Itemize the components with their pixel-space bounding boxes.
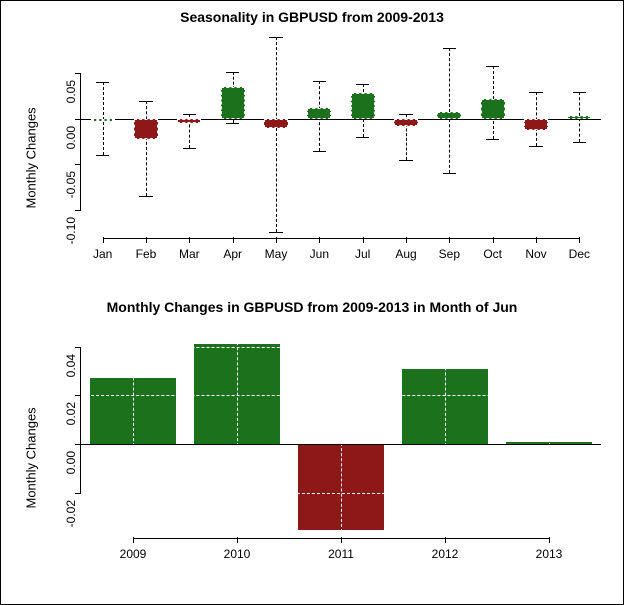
seasonality-box: [524, 119, 548, 130]
top-xtick-label: Apr: [215, 247, 251, 261]
top-chart-title: Seasonality in GBPUSD from 2009-2013: [1, 1, 623, 25]
top-xtick-label: May: [258, 247, 294, 261]
seasonality-box: [221, 87, 245, 119]
seasonality-box: [394, 119, 418, 126]
seasonality-box: [177, 119, 201, 124]
seasonality-box: [437, 112, 461, 119]
monthly-chart-panel: Monthly Changes in GBPUSD from 2009-2013…: [1, 291, 623, 601]
bottom-xtick-label: 2010: [215, 547, 259, 561]
bottom-xtick-label: 2012: [423, 547, 467, 561]
top-ytick-label: -0.05: [64, 171, 78, 209]
seasonality-box: [307, 108, 331, 119]
figure-container: Seasonality in GBPUSD from 2009-2013 Mon…: [0, 0, 624, 605]
bottom-plot-area: [81, 327, 601, 537]
top-xtick-label: Jul: [345, 247, 381, 261]
bottom-y-axis-label: Monthly Changes: [24, 389, 39, 509]
top-plot-area: [81, 37, 601, 237]
top-xtick-label: Nov: [518, 247, 554, 261]
seasonality-box: [351, 93, 375, 118]
bottom-ytick-label: 0.04: [64, 354, 78, 392]
seasonality-box: [567, 116, 591, 119]
seasonality-box: [134, 119, 158, 139]
top-xtick-label: Oct: [475, 247, 511, 261]
bottom-chart-title: Monthly Changes in GBPUSD from 2009-2013…: [1, 291, 623, 315]
top-xtick-label: Mar: [171, 247, 207, 261]
top-xtick-label: Jan: [85, 247, 121, 261]
seasonality-box: [481, 99, 505, 119]
bottom-xtick-label: 2009: [111, 547, 155, 561]
top-xtick-label: Jun: [301, 247, 337, 261]
top-xtick-label: Dec: [561, 247, 597, 261]
bottom-xtick-label: 2011: [319, 547, 363, 561]
top-ytick-label: 0.00: [64, 126, 78, 164]
top-ytick-label: -0.10: [64, 217, 78, 255]
seasonality-box: [264, 119, 288, 128]
top-xtick-label: Feb: [128, 247, 164, 261]
top-xtick-label: Aug: [388, 247, 424, 261]
top-ytick-label: 0.05: [64, 80, 78, 118]
seasonality-chart-panel: Seasonality in GBPUSD from 2009-2013 Mon…: [1, 1, 623, 291]
bottom-ytick-label: 0.02: [64, 402, 78, 440]
bottom-xtick-label: 2013: [527, 547, 571, 561]
bottom-ytick-label: -0.02: [64, 500, 78, 538]
seasonality-box: [91, 119, 115, 121]
top-xtick-label: Sep: [431, 247, 467, 261]
top-y-axis-label: Monthly Changes: [24, 89, 39, 209]
bottom-ytick-label: 0.00: [64, 451, 78, 489]
